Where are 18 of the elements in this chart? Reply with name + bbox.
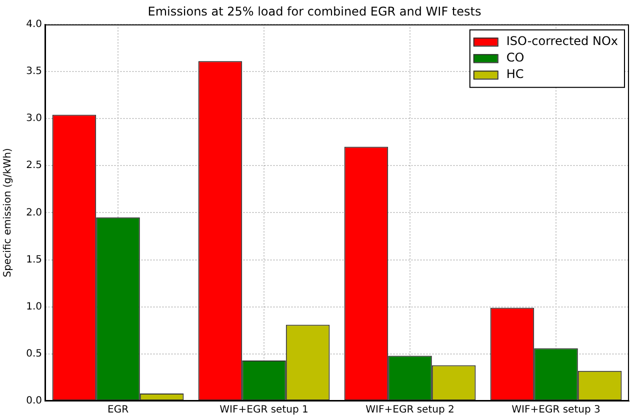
chart-title: Emissions at 25% load for combined EGR and WIF tests	[148, 4, 482, 18]
y-tick-label: 2.5	[26, 160, 42, 172]
x-tick-label: WIF+EGR setup 3	[512, 404, 600, 416]
y-tick-label: 2.0	[26, 207, 42, 218]
y-axis-title: Specific emission (g/kWh)	[2, 148, 14, 278]
x-tick-label: EGR	[107, 404, 129, 416]
x-tick-label: WIF+EGR setup 1	[220, 404, 308, 416]
x-tick-label: WIF+EGR setup 2	[366, 404, 454, 416]
legend-label: ISO-corrected NOx	[506, 34, 618, 48]
y-tick-label: 0.0	[26, 396, 42, 407]
legend-label: CO	[506, 50, 524, 64]
y-tick-label: 3.5	[26, 66, 42, 78]
y-tick-label: 1.5	[26, 254, 42, 266]
y-tick-label: 0.5	[26, 348, 42, 360]
y-tick-label: 4.0	[26, 18, 42, 30]
y-tick-label: 1.0	[26, 301, 42, 312]
legend-label: HC	[506, 66, 524, 81]
y-tick-label: 3.0	[26, 113, 42, 124]
